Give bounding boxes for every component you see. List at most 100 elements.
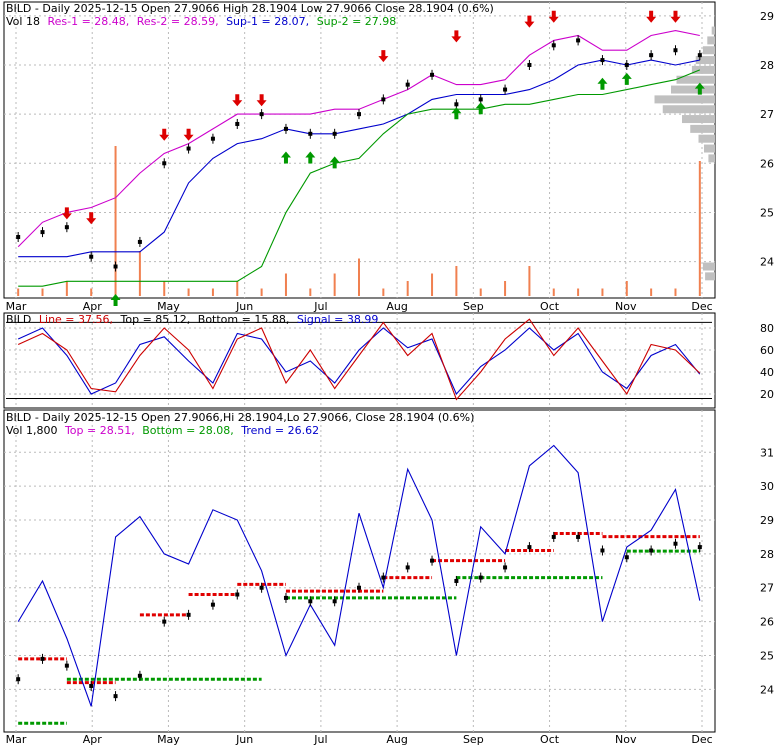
buy-arrow-6 — [597, 77, 608, 90]
panel3-header-line1: BILD - Daily 2025-12-15 Open 27.9066,Hi … — [6, 411, 474, 424]
stoch-y-tick-2: 60 — [760, 344, 774, 357]
volume-bar-5 — [138, 251, 141, 296]
panel1-header-line2: Vol 18 Res-1 = 28.48, Res-2 = 28.59, Sup… — [6, 15, 396, 28]
panel1-ticker: BILD — [6, 2, 31, 15]
trend-candle-body-19 — [478, 575, 483, 580]
buy-arrow-0 — [110, 294, 121, 306]
trend-panel-frame — [3, 409, 716, 733]
price-candle-body-4 — [113, 264, 118, 269]
volume-bar-1 — [41, 288, 44, 296]
sell-arrow-3 — [183, 128, 194, 141]
panel1-sup1: Sup-1 = 28.07, — [226, 15, 309, 28]
volume-bar-28 — [698, 161, 701, 296]
panel1-vol: Vol 18 — [6, 15, 40, 28]
volume-bar-14 — [358, 258, 360, 296]
volume-bar-26 — [650, 288, 653, 296]
volume-bar-22 — [552, 288, 555, 296]
stochastic-y-ticks: 20 40 60 80 — [760, 322, 774, 401]
price-candle-body-11 — [283, 126, 288, 131]
trend-candle-body-21 — [527, 545, 532, 550]
price-y-tick-3: 27 — [760, 108, 774, 121]
price-candle-body-20 — [503, 87, 508, 92]
trend-candle-body-25 — [624, 555, 629, 560]
price-candle-body-25 — [624, 62, 629, 67]
volume-bar-3 — [90, 288, 93, 296]
price-candle-body-16 — [405, 82, 410, 87]
trend-x-ticks: Mar Apr May Jun Jul Aug Sep Oct Nov Dec — [6, 733, 713, 745]
trend-candle-body-14 — [357, 585, 361, 590]
volume-profile-bar-8 — [662, 105, 715, 114]
buy-arrow-5 — [475, 102, 486, 115]
panel3-bottom: Bottom = 28.08, — [142, 424, 234, 437]
sell-arrow-11 — [670, 10, 681, 23]
price-candle-body-15 — [381, 97, 386, 102]
trend-candle-body-28 — [697, 545, 702, 550]
price-x-ticks: Mar Apr May Jun Jul Aug Sep Oct Nov Dec — [6, 300, 713, 313]
sell-arrow-5 — [256, 94, 267, 107]
price-x-tick-0: Mar — [6, 300, 27, 313]
panel2-top: Top = 85.12, — [120, 313, 191, 326]
price-x-tick-2: May — [157, 300, 180, 313]
trend-candle-body-5 — [137, 673, 142, 678]
trend-x-tick-9: Dec — [691, 733, 712, 745]
trend-candle-body-13 — [332, 599, 337, 604]
signal-arrows — [61, 10, 705, 306]
volume-bar-11 — [284, 273, 287, 296]
volume-profile-bar-13 — [708, 154, 715, 163]
price-candle-body-13 — [332, 131, 337, 136]
trend-x-tick-0: Mar — [6, 733, 27, 745]
trend-line — [17, 444, 701, 707]
trend-candle-body-16 — [405, 565, 410, 570]
trend-y-tick-2: 26 — [760, 616, 774, 629]
price-candle-body-3 — [89, 254, 94, 259]
trend-x-tick-6: Sep — [463, 733, 484, 745]
price-lines — [16, 30, 702, 287]
trend-x-tick-4: Jul — [313, 733, 327, 745]
trend-x-tick-1: Apr — [83, 733, 103, 745]
price-candle-body-9 — [235, 121, 240, 126]
trend-candle-body-1 — [40, 656, 45, 661]
panel2-line: Line = 37.56, — [39, 313, 113, 326]
price-x-tick-4: Jul — [313, 300, 327, 313]
price-y-tick-0: 24 — [760, 256, 774, 269]
panel3-trend: Trend = 26.62 — [240, 424, 319, 437]
trend-candle-body-8 — [210, 602, 215, 607]
stoch-y-tick-1: 40 — [760, 366, 774, 379]
price-series-sup-1-line — [18, 59, 700, 258]
price-x-tick-1: Apr — [83, 300, 103, 313]
trend-candle-body-4 — [113, 694, 118, 699]
price-candle-body-2 — [64, 225, 69, 230]
buy-arrow-3 — [329, 156, 340, 169]
stoch-y-tick-3: 80 — [760, 322, 774, 335]
trend-candle-body-11 — [283, 595, 288, 600]
buy-arrow-4 — [451, 107, 462, 120]
trend-y-tick-5: 29 — [760, 514, 774, 527]
panel2-bottom: Bottom = 15.88, — [198, 313, 290, 326]
panel2-ticker: BILD — [6, 313, 31, 326]
trend-x-tick-8: Nov — [615, 733, 637, 745]
trend-candle-body-27 — [673, 541, 678, 546]
volume-profile-bar-4 — [691, 65, 715, 74]
trend-y-ticks: 24 25 26 27 28 29 30 31 — [760, 446, 774, 696]
price-x-tick-7: Oct — [540, 300, 560, 313]
trend-x-tick-3: Jun — [235, 733, 253, 745]
volume-bar-24 — [601, 288, 604, 296]
volume-profile-bar-10 — [690, 124, 715, 133]
sell-arrow-7 — [451, 30, 462, 43]
trend-candle-body-22 — [551, 534, 556, 539]
volume-bar-7 — [187, 288, 190, 296]
trend-candle-body-12 — [308, 599, 313, 604]
price-x-tick-3: Jun — [235, 300, 253, 313]
panel1-res2: Res-2 = 28.59, — [137, 15, 219, 28]
price-candle-body-24 — [600, 58, 605, 63]
stochastic-panel-frame — [3, 312, 716, 409]
buy-arrow-8 — [694, 82, 705, 95]
price-candle-body-7 — [186, 146, 191, 151]
volume-bar-13 — [333, 273, 336, 296]
volume-profile-bar-6 — [671, 85, 715, 94]
trend-y-tick-3: 27 — [760, 582, 774, 595]
sell-arrow-6 — [378, 50, 389, 63]
trend-candle-body-26 — [649, 548, 654, 553]
volume-bar-4 — [114, 146, 117, 296]
volume-bar-20 — [504, 281, 507, 296]
